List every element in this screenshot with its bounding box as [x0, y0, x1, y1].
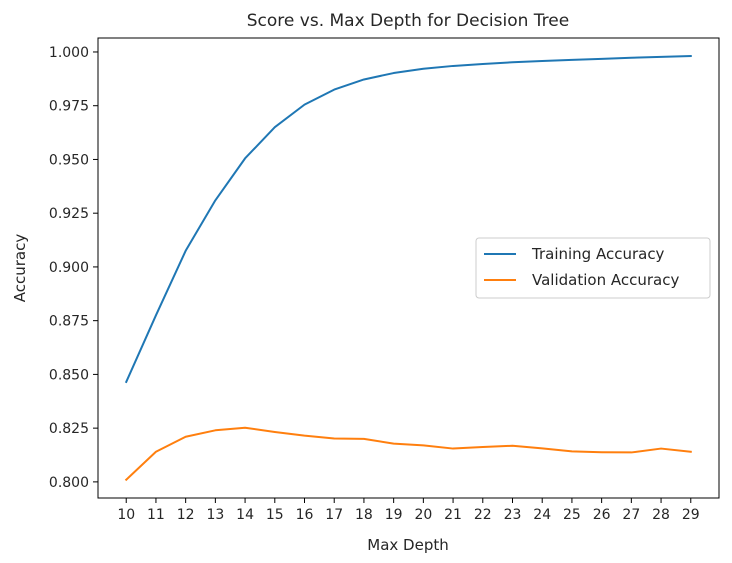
x-tick-label: 10 [117, 507, 135, 523]
validation-accuracy-line [124, 426, 692, 482]
x-tick-label: 25 [563, 507, 581, 523]
y-tick-label: 0.800 [49, 475, 89, 491]
x-tick-label: 19 [385, 507, 403, 523]
x-tick-label: 22 [474, 507, 492, 523]
legend-box [475, 237, 711, 299]
legend-label-training: Training Accuracy [531, 245, 665, 263]
x-tick-label: 26 [593, 507, 611, 523]
plot-frame [97, 37, 720, 499]
x-axis-label: Max Depth [367, 536, 448, 554]
x-tick-label: 29 [682, 507, 700, 523]
y-tick-label: 0.875 [49, 314, 89, 330]
y-tick-label: 0.900 [49, 260, 89, 276]
training-accuracy-line [124, 55, 692, 384]
x-tick-label: 21 [444, 507, 462, 523]
y-tick-label: 0.925 [49, 206, 89, 222]
x-tick-label: 12 [177, 507, 195, 523]
y-tick-label: 0.975 [49, 99, 89, 115]
x-tick-label: 17 [325, 507, 343, 523]
x-tick-label: 18 [355, 507, 373, 523]
x-tick-label: 13 [206, 507, 224, 523]
y-tick-label: 0.850 [49, 367, 89, 383]
x-tick-label: 28 [652, 507, 670, 523]
x-axis: 10 11 12 13 14 15 16 17 18 19 20 21 22 23 24 25 26 27 28 29 [117, 498, 700, 523]
y-tick-label: 0.825 [49, 421, 89, 437]
x-tick-label: 16 [296, 507, 314, 523]
y-tick-label: 1.000 [49, 45, 89, 61]
x-tick-label: 27 [622, 507, 640, 523]
y-tick-label: 0.950 [49, 152, 89, 168]
x-tick-label: 15 [266, 507, 284, 523]
x-tick-label: 14 [236, 507, 254, 523]
chart-title: Score vs. Max Depth for Decision Tree [247, 11, 569, 31]
x-tick-label: 11 [147, 507, 165, 523]
series-lines [124, 55, 692, 482]
y-axis-label: Accuracy [11, 234, 29, 303]
y-axis: 0.800 0.825 0.850 0.875 0.900 0.925 0.950 0.975… [49, 45, 98, 491]
legend: Training Accuracy Validation Accuracy [475, 237, 711, 299]
x-tick-label: 24 [533, 507, 551, 523]
x-tick-label: 23 [504, 507, 522, 523]
legend-label-validation: Validation Accuracy [532, 271, 679, 289]
x-tick-label: 20 [414, 507, 432, 523]
